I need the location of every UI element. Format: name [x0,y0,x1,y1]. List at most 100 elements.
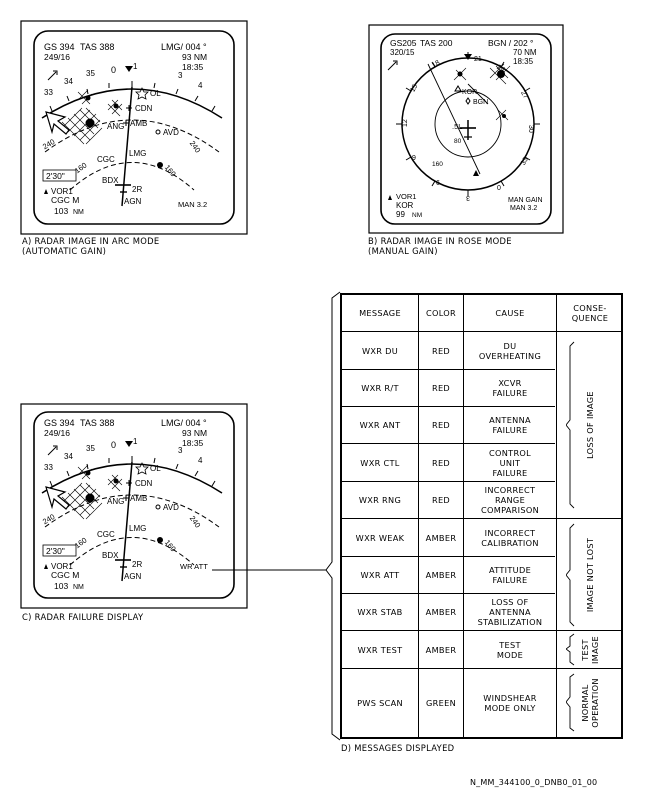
table-row: WXR DU RED DU OVERHEATING [342,332,621,369]
row-color: RED [431,383,451,393]
lubber-triangle-icon [464,54,472,60]
messages-table: MESSAGE COLOR CAUSE CONSE- QUENCE WXR DU… [340,293,623,739]
document-id: N_MM_344100_0_DNB0_01_00 [470,778,598,787]
inner-range-ring [434,90,502,158]
consequence-label: NORMAL OPERATION [580,678,600,728]
waypoint-label: KOR [462,89,477,96]
table-row: WXR CTL RED CONTROL UNIT FAILURE [342,444,621,481]
course-line [427,63,481,175]
consequence-label: IMAGE NOT LOST [585,537,595,612]
row-message: WXR CTL [360,457,400,468]
tick-label: 35 [86,444,95,453]
waypoint-label: ANG [107,122,124,131]
range-label: 160 [432,161,443,168]
callout-leader [212,291,341,741]
destination-bearing: BGN / 202 ° [488,38,533,48]
elapsed-time-box [42,544,77,557]
wind: 320/15 [390,48,415,57]
caption-b-line2: (MANUAL GAIN) [368,246,438,256]
heading-triangle-icon [125,66,133,72]
tick-label: 6 [436,180,440,187]
wind: 249/16 [44,428,70,438]
col-divider [463,295,464,737]
tick-label: 3 [466,194,470,201]
tick-label: 33 [44,463,53,472]
caption-d: D) MESSAGES DISPLAYED [341,743,455,753]
tick-label: 1 [133,437,138,446]
track-marker-icon [473,170,479,176]
time: 18:35 [182,438,204,448]
tick-label: 1 [133,62,138,71]
wind-arrow-icon [47,446,57,456]
tick-label: 27 [519,90,529,100]
vor-pointer-icon [44,189,48,194]
caption-b: B) RADAR IMAGE IN ROSE MODE (MANUAL GAIN… [368,236,512,256]
col-divider [418,295,419,737]
tick-label: 0 [111,65,116,75]
range-label: 80 [454,138,462,145]
row-message: WXR TEST [357,644,403,655]
row-cause: DU OVERHEATING [478,340,542,361]
table-row: WXR ATT AMBER ATTITUDE FAILURE [342,557,621,593]
failure-message: WR ATT [180,562,208,571]
tick-label: 12 [402,119,409,127]
tick-label: 24 [495,64,505,74]
table-row: WXR STAB AMBER LOSS OF ANTENNA STABILIZA… [342,594,621,630]
row-message: WXR STAB [357,607,403,617]
vor-unit: NM [412,212,422,219]
caption-b-line1: B) RADAR IMAGE IN ROSE MODE [368,236,512,246]
tick-label: 33 [44,88,53,97]
row-cause: INCORRECT CALIBRATION [481,527,539,548]
cursor-arrow-icon [45,486,70,510]
waypoint-label: AGN [124,197,142,206]
waypoint-label: AVD [163,503,179,512]
table-row: PWS SCAN GREEN WINDSHEAR MODE ONLY [342,669,621,737]
tick-label: 4 [198,81,203,90]
row-cause: ANTENNA FAILURE [489,415,531,435]
tick-label: 35 [86,69,95,78]
tick-label: 21 [474,56,482,63]
waypoint-label: OL [150,89,161,98]
vor-label: VOR1 [51,187,73,196]
vor-pointer-icon [44,564,48,569]
table-row: WXR ANT RED ANTENNA FAILURE [342,407,621,443]
true-airspeed: TAS 388 [80,418,114,428]
avd-circle-icon [155,504,161,510]
row-cause: WINDSHEAR MODE ONLY [483,693,537,713]
tick-label: 9 [412,155,416,162]
row-message: PWS SCAN [357,698,403,708]
waypoint-label: CGC [97,530,115,539]
tick-label: 34 [64,77,73,86]
ground-speed: GS205 [390,38,417,48]
row-color: RED [431,457,451,468]
gain-mode: MAN GAIN [508,197,543,204]
range-arc-outer [44,494,220,528]
radar-mode: MAN 3.2 [178,200,207,209]
vor-label: VOR1 [51,562,73,571]
table-brace-icon [325,291,341,741]
heading-triangle-icon [125,441,133,447]
waypoint-label: AVD [163,128,179,137]
elapsed-time: 2'30" [46,546,65,556]
caption-c: C) RADAR FAILURE DISPLAY [22,612,144,622]
row-cause: ATTITUDE FAILURE [488,565,532,585]
row-message: WXR R/T [361,383,399,393]
caption-a-line1: A) RADAR IMAGE IN ARC MODE [22,236,160,246]
group-braces [566,341,575,732]
destination-distance: 93 NM [182,428,207,438]
avd-circle-icon [155,129,161,135]
waypoint-label: CDN [135,104,153,113]
vor-unit: NM [73,584,84,591]
vor-unit: NM [73,209,84,216]
waypoint-label: ANG [107,497,124,506]
waypoint-label: BDX [102,551,119,560]
waypoint-label: 2R [132,560,142,569]
row-cause: INCORRECT RANGE COMPARISON [480,485,540,515]
destination-distance: 70 NM [513,48,537,57]
destination-bearing: LMG/ 004 ° [161,418,207,428]
row-cause: TEST MODE [496,639,524,660]
consequence-label: TEST IMAGE [580,635,600,664]
ground-speed: GS 394 [44,42,75,52]
tick-label: 4 [198,456,203,465]
tick-label: 34 [64,452,73,461]
